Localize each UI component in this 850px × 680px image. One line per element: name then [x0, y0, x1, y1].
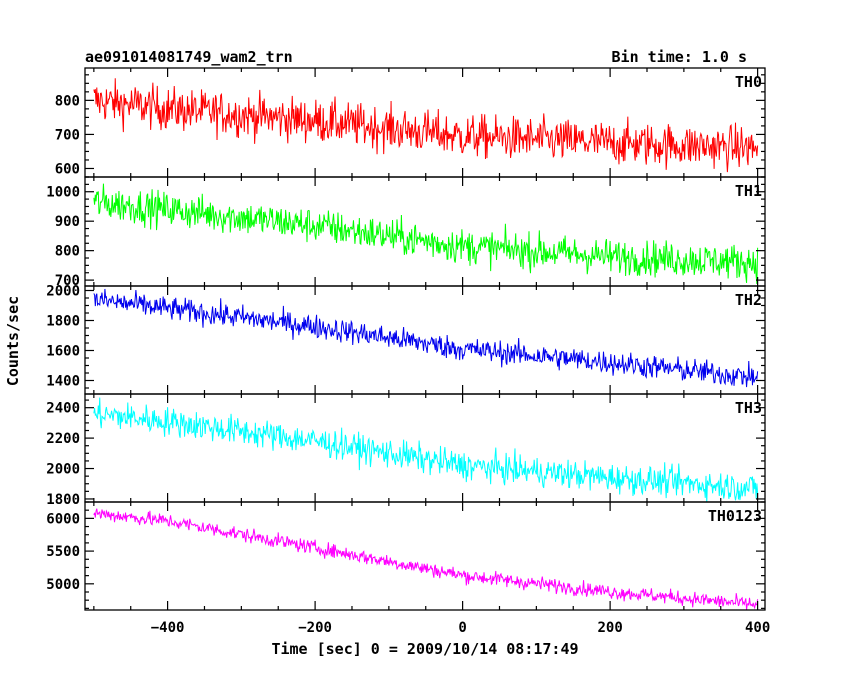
panel-label-th0123: TH0123 — [708, 507, 762, 525]
series-trace-th0123 — [93, 508, 759, 610]
x-tick-label: 200 — [597, 620, 622, 636]
panel-frame-th3 — [84, 393, 766, 503]
y-tick-label: 1800 — [46, 314, 80, 330]
series-trace-th3 — [93, 397, 759, 502]
y-tick-label: 900 — [55, 214, 80, 230]
y-tick-label: 2000 — [46, 284, 80, 300]
y-tick-label: 2400 — [46, 401, 80, 417]
panel-frame-th1 — [84, 176, 766, 287]
y-tick-label: 6000 — [46, 511, 80, 527]
panels-group: 600 700 800 TH0 700 800 900 1000 TH1 1400 1600 1800… — [46, 67, 770, 636]
panel-label-th0: TH0 — [735, 73, 762, 91]
y-tick-label: 1400 — [46, 374, 80, 390]
series-trace-th2 — [93, 288, 759, 388]
x-tick-label: −200 — [298, 620, 332, 636]
x-tick-label: 400 — [745, 620, 770, 636]
y-tick-label: 5500 — [46, 544, 80, 560]
panel-label-th1: TH1 — [735, 182, 762, 200]
y-tick-label: 2000 — [46, 462, 80, 478]
panel-label-th2: TH2 — [735, 291, 762, 309]
x-axis-label: Time [sec] 0 = 2009/10/14 08:17:49 — [271, 640, 578, 658]
y-tick-label: 800 — [55, 244, 80, 260]
series-trace-th1 — [93, 183, 759, 284]
y-tick-label: 1800 — [46, 492, 80, 508]
y-axis-label: Counts/sec — [4, 296, 22, 386]
panel-label-th3: TH3 — [735, 399, 762, 417]
y-tick-label: 800 — [55, 93, 80, 109]
panel-frame-th0 — [84, 67, 766, 178]
y-tick-label: 1600 — [46, 344, 80, 360]
bin-time-label: Bin time: 1.0 s — [612, 48, 747, 66]
panel-frame-th0123 — [84, 501, 766, 611]
y-tick-label: 700 — [55, 127, 80, 143]
series-trace-th0 — [93, 78, 759, 173]
x-tick-label: −400 — [151, 620, 185, 636]
y-tick-label: 700 — [55, 273, 80, 289]
chart-title: ae091014081749_wam2_trn — [85, 48, 293, 66]
y-tick-label: 2200 — [46, 431, 80, 447]
y-tick-label: 1000 — [46, 185, 80, 201]
y-tick-label: 5000 — [46, 577, 80, 593]
x-tick-label: 0 — [458, 620, 466, 636]
y-tick-label: 600 — [55, 161, 80, 177]
